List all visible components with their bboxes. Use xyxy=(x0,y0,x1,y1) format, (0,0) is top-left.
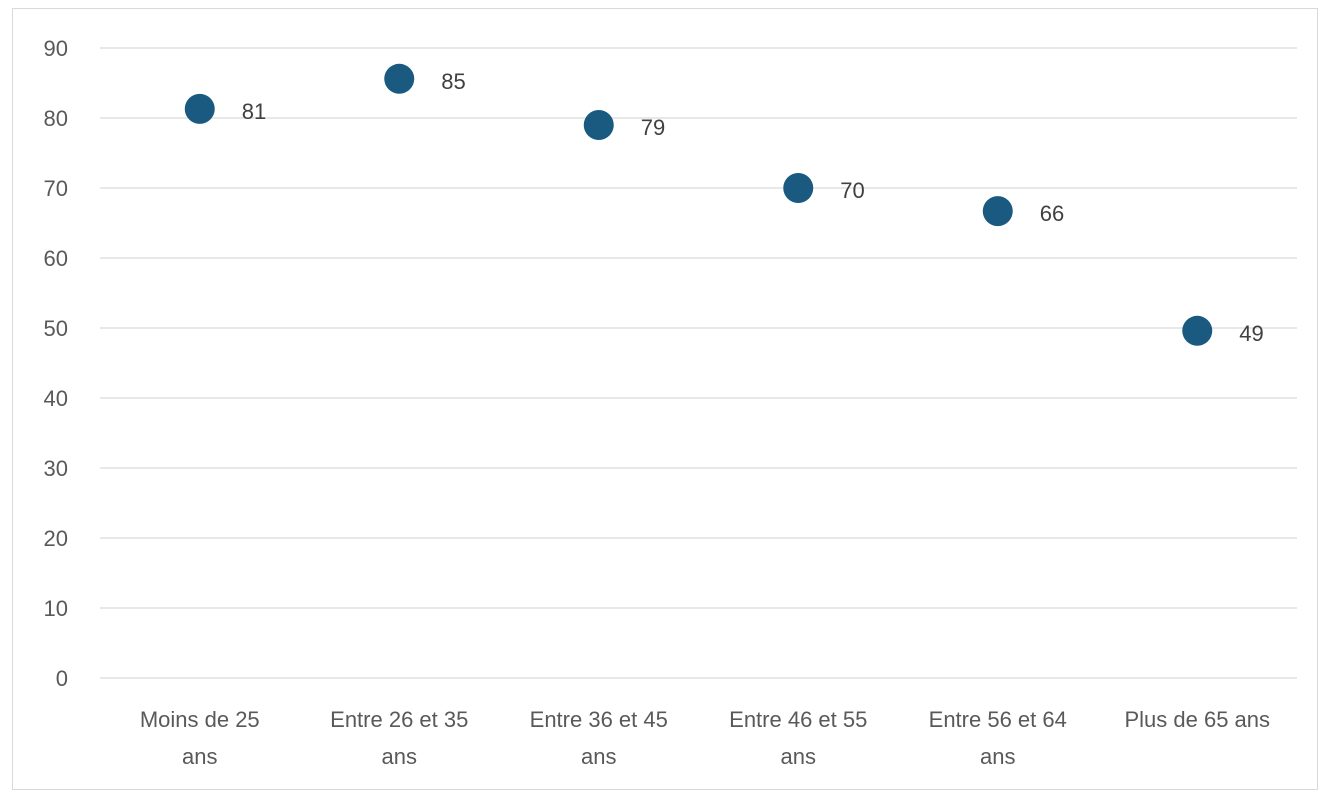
data-label: 66 xyxy=(1040,201,1064,226)
data-label: 85 xyxy=(441,69,465,94)
data-point xyxy=(583,110,614,140)
x-tick-label: Plus de 65 ans xyxy=(1124,707,1270,732)
y-axis-ticks: 0 10 20 30 40 50 60 70 80 90 xyxy=(44,36,68,691)
y-tick-label: 10 xyxy=(44,596,68,621)
x-tick-label: Entre 36 et 45 ans xyxy=(530,707,668,769)
y-tick-label: 60 xyxy=(44,246,68,271)
y-tick-label: 0 xyxy=(56,666,68,691)
data-label: 79 xyxy=(641,115,665,140)
y-tick-label: 70 xyxy=(44,176,68,201)
x-tick-label-line: Plus de 65 ans xyxy=(1124,707,1270,732)
x-tick-label: Entre 56 et 64 ans xyxy=(929,707,1067,769)
gridlines xyxy=(100,47,1297,679)
data-point xyxy=(783,173,814,203)
y-tick-label: 20 xyxy=(44,526,68,551)
chart-area xyxy=(12,8,1318,790)
data-point xyxy=(1182,315,1213,346)
x-tick-label-line: Moins de 25 xyxy=(140,707,260,732)
data-label: 81 xyxy=(242,99,266,124)
data-label: 49 xyxy=(1239,321,1263,346)
x-tick-label: Entre 26 et 35 ans xyxy=(330,707,468,769)
data-labels: 81 85 79 70 66 49 xyxy=(242,69,1264,346)
data-point xyxy=(184,93,215,124)
y-tick-label: 80 xyxy=(44,106,68,131)
x-tick-label-line: Entre 56 et 64 xyxy=(929,707,1067,732)
x-tick-label-line: ans xyxy=(182,744,217,769)
data-point xyxy=(384,63,415,94)
x-tick-label-line: Entre 36 et 45 xyxy=(530,707,668,732)
x-tick-label-line: ans xyxy=(980,744,1015,769)
x-tick-label-line: ans xyxy=(781,744,816,769)
x-tick-label-line: ans xyxy=(581,744,616,769)
x-tick-label: Entre 46 et 55 ans xyxy=(729,707,867,769)
x-tick-label-line: ans xyxy=(382,744,417,769)
x-tick-label: Moins de 25 ans xyxy=(140,707,260,769)
y-tick-label: 50 xyxy=(44,316,68,341)
x-tick-label-line: Entre 46 et 55 xyxy=(729,707,867,732)
y-tick-label: 90 xyxy=(44,36,68,61)
data-point xyxy=(982,196,1013,227)
data-points xyxy=(184,63,1213,346)
x-tick-label-line: Entre 26 et 35 xyxy=(330,707,468,732)
y-tick-label: 30 xyxy=(44,456,68,481)
data-label: 70 xyxy=(840,178,864,203)
y-tick-label: 40 xyxy=(44,386,68,411)
